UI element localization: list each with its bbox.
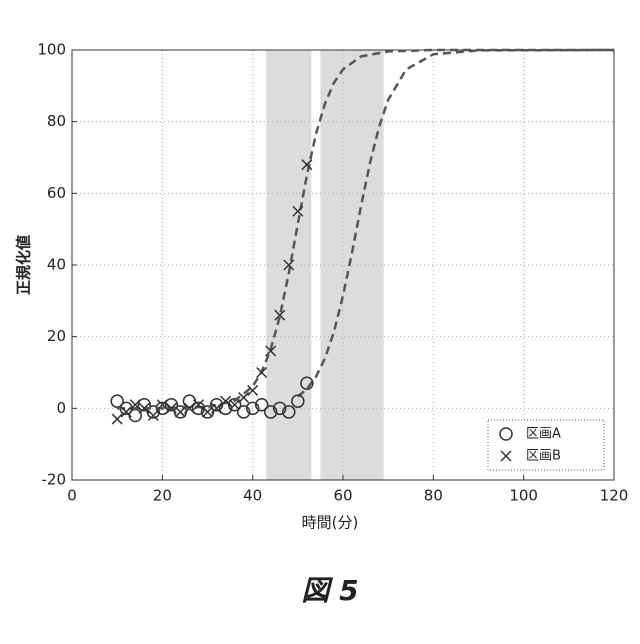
x-axis-label: 時間(分) — [302, 514, 359, 532]
y-tick-label: 40 — [47, 256, 66, 274]
legend-label: 区画A — [526, 427, 561, 442]
data-point — [129, 410, 141, 422]
y-tick-label: -20 — [42, 471, 67, 489]
x-tick-label: 100 — [509, 487, 538, 505]
y-tick-label: 80 — [47, 112, 66, 130]
data-point — [112, 414, 122, 424]
x-tick-label: 120 — [600, 487, 629, 505]
y-tick-label: 0 — [56, 399, 66, 417]
y-tick-label: 60 — [47, 184, 66, 202]
legend: 区画A 区画B — [488, 420, 604, 470]
y-axis-label: 正規化値 — [15, 235, 33, 295]
x-tick-label: 0 — [67, 487, 77, 505]
x-tick-label: 20 — [153, 487, 172, 505]
x-tick-label: 80 — [424, 487, 443, 505]
chart: 時間(分) 正規化値 図 5 -200204060801000204060801… — [0, 0, 640, 640]
data-point — [148, 411, 158, 421]
x-tick-label: 40 — [243, 487, 262, 505]
legend-label: 区画B — [526, 449, 561, 464]
y-tick-label: 20 — [47, 327, 66, 345]
x-tick-label: 60 — [333, 487, 352, 505]
y-tick-label: 100 — [37, 41, 66, 59]
caption: 図 5 — [301, 574, 358, 607]
